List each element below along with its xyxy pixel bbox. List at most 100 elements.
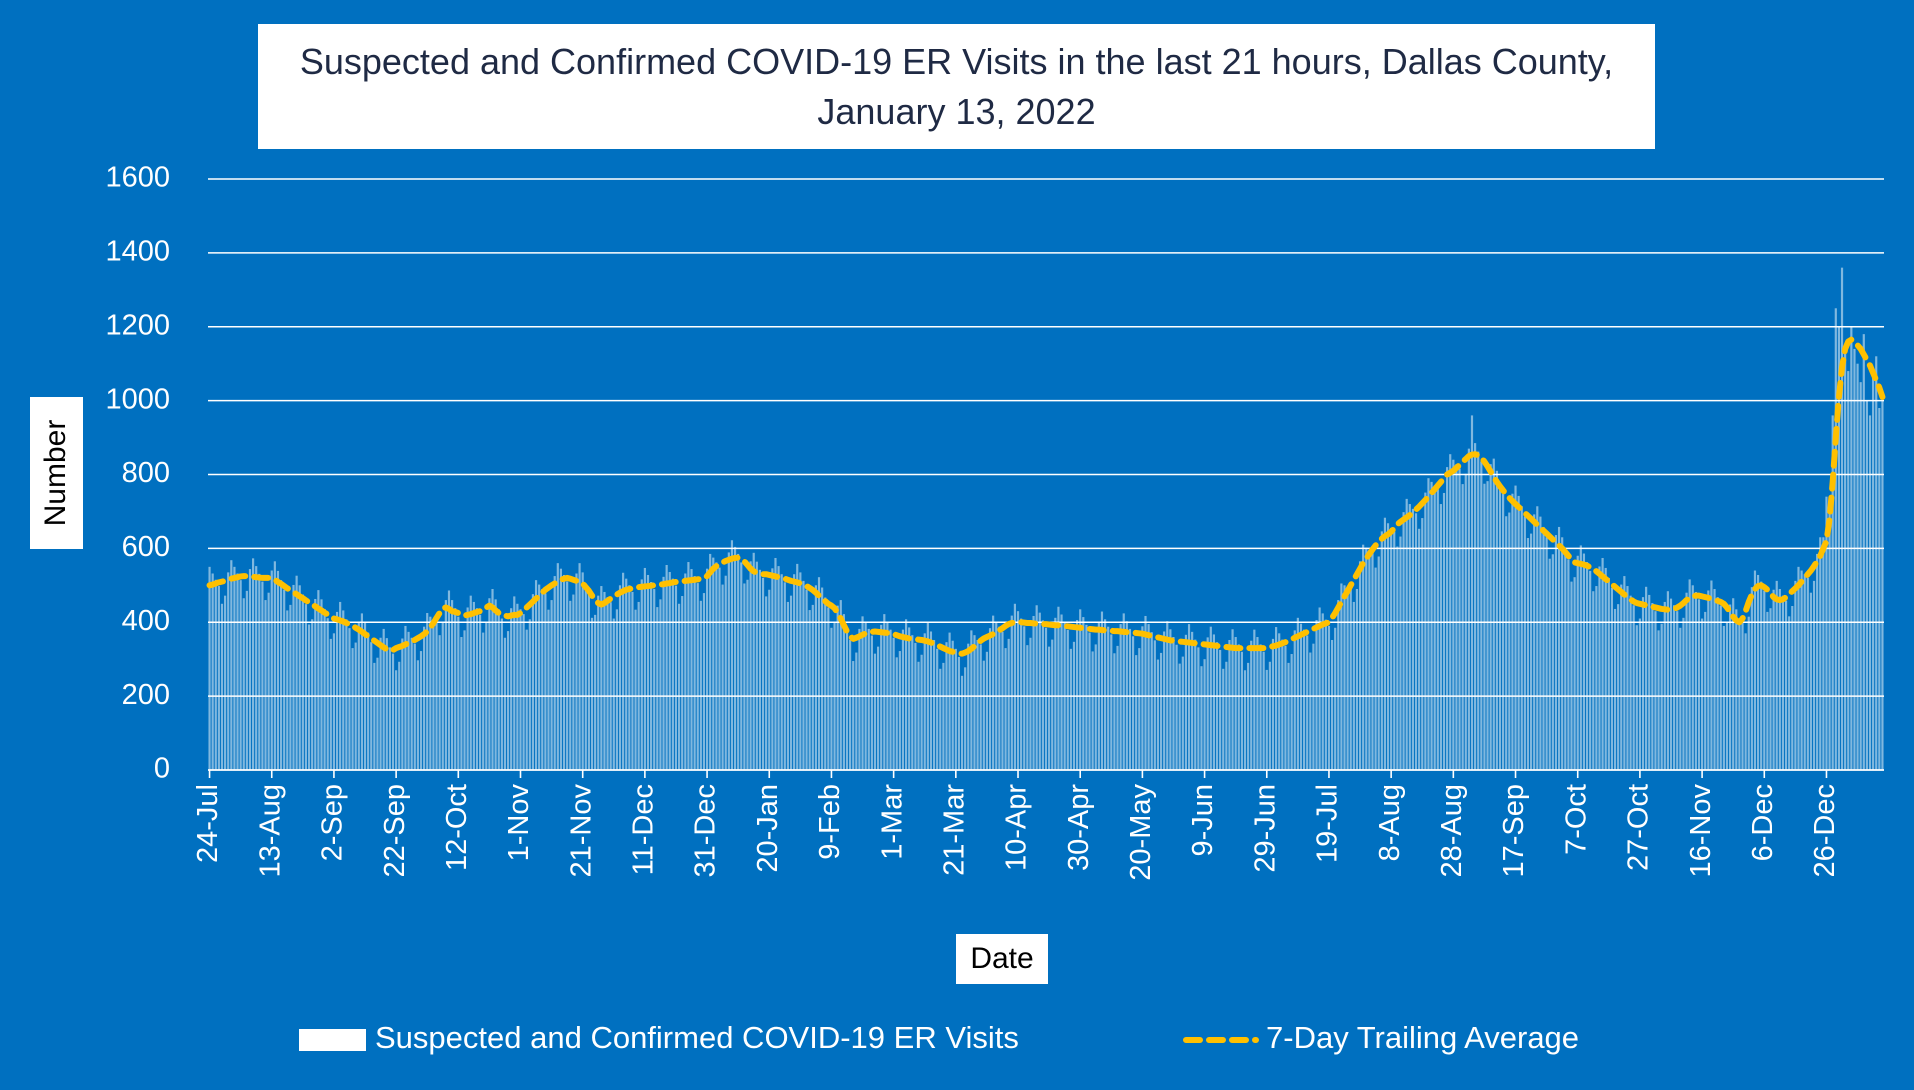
bar [1753, 570, 1757, 770]
bar [1237, 644, 1240, 770]
bar [457, 616, 460, 770]
bar [1741, 622, 1744, 770]
bar [345, 619, 348, 770]
bar [690, 569, 693, 770]
x-tick-label: 11-Dec [628, 784, 660, 875]
bar [531, 594, 535, 770]
bar [674, 585, 678, 770]
bar [1421, 518, 1424, 770]
bar [224, 595, 227, 770]
bar [814, 585, 817, 770]
bar [603, 591, 606, 770]
bar [1408, 504, 1411, 770]
bar [354, 642, 357, 770]
bar [1206, 637, 1209, 770]
bar [528, 619, 531, 770]
bar [1004, 648, 1007, 770]
bar [1825, 496, 1828, 770]
bar [1679, 627, 1682, 770]
bar [1178, 663, 1181, 770]
bar [1452, 459, 1455, 770]
bar [1405, 498, 1408, 770]
bar [1595, 586, 1598, 770]
bar [970, 630, 973, 770]
bar [1548, 558, 1551, 770]
bar [1324, 619, 1327, 770]
bar [447, 590, 451, 770]
bar [211, 573, 214, 770]
bar [370, 642, 373, 770]
bar [892, 637, 895, 770]
bar [861, 616, 864, 770]
bar [1016, 611, 1020, 770]
bar [1337, 600, 1340, 770]
bar [1489, 464, 1492, 770]
bar [441, 622, 444, 770]
bar [426, 613, 429, 770]
bar [339, 601, 342, 770]
bar [755, 561, 758, 770]
bar [590, 617, 594, 770]
bar [687, 562, 690, 770]
bar [1576, 555, 1579, 770]
bar [653, 589, 656, 770]
bar [1750, 587, 1753, 770]
bar [805, 589, 808, 770]
bar [917, 661, 920, 770]
bar [904, 619, 908, 770]
bar [1231, 629, 1234, 770]
bar [488, 598, 491, 770]
bar [668, 572, 671, 770]
bar [385, 638, 388, 770]
bar [920, 654, 923, 770]
bar [777, 566, 780, 770]
bar [348, 628, 351, 770]
bar [976, 639, 979, 770]
bar [1517, 495, 1520, 770]
bar [1184, 634, 1188, 770]
x-tick-label: 1-Nov [503, 784, 535, 862]
bar [945, 642, 948, 770]
bar [973, 635, 976, 770]
bar [534, 580, 538, 770]
bar [351, 648, 354, 770]
bar [1526, 538, 1530, 770]
bar [538, 584, 541, 770]
bar [833, 622, 836, 770]
bar [270, 570, 273, 770]
bar [640, 579, 643, 770]
bar [631, 591, 634, 770]
bar [1346, 587, 1349, 770]
bar [1287, 662, 1290, 770]
bar [880, 624, 883, 770]
bar [559, 568, 563, 770]
bar [273, 561, 276, 770]
bar [401, 638, 404, 770]
bar [702, 593, 706, 770]
bar [1427, 478, 1430, 770]
bar [656, 607, 659, 770]
bar [1769, 608, 1772, 770]
bar [503, 637, 507, 770]
bar [1875, 356, 1878, 770]
bar [295, 575, 298, 770]
bar [255, 566, 258, 770]
bar [1013, 603, 1016, 770]
bar [326, 618, 329, 770]
bar [992, 615, 995, 770]
bar [1635, 625, 1638, 770]
bar [1103, 619, 1107, 770]
bar [1573, 577, 1576, 770]
bar [1719, 605, 1722, 770]
bar [227, 572, 230, 770]
bar [1657, 630, 1660, 770]
bar [845, 627, 849, 770]
bar [1128, 628, 1132, 770]
bar [1131, 636, 1135, 770]
bar [774, 557, 777, 770]
bar [388, 647, 391, 770]
bar [261, 581, 264, 770]
bar [1243, 670, 1247, 770]
bar [1150, 632, 1153, 770]
bar [622, 572, 625, 770]
